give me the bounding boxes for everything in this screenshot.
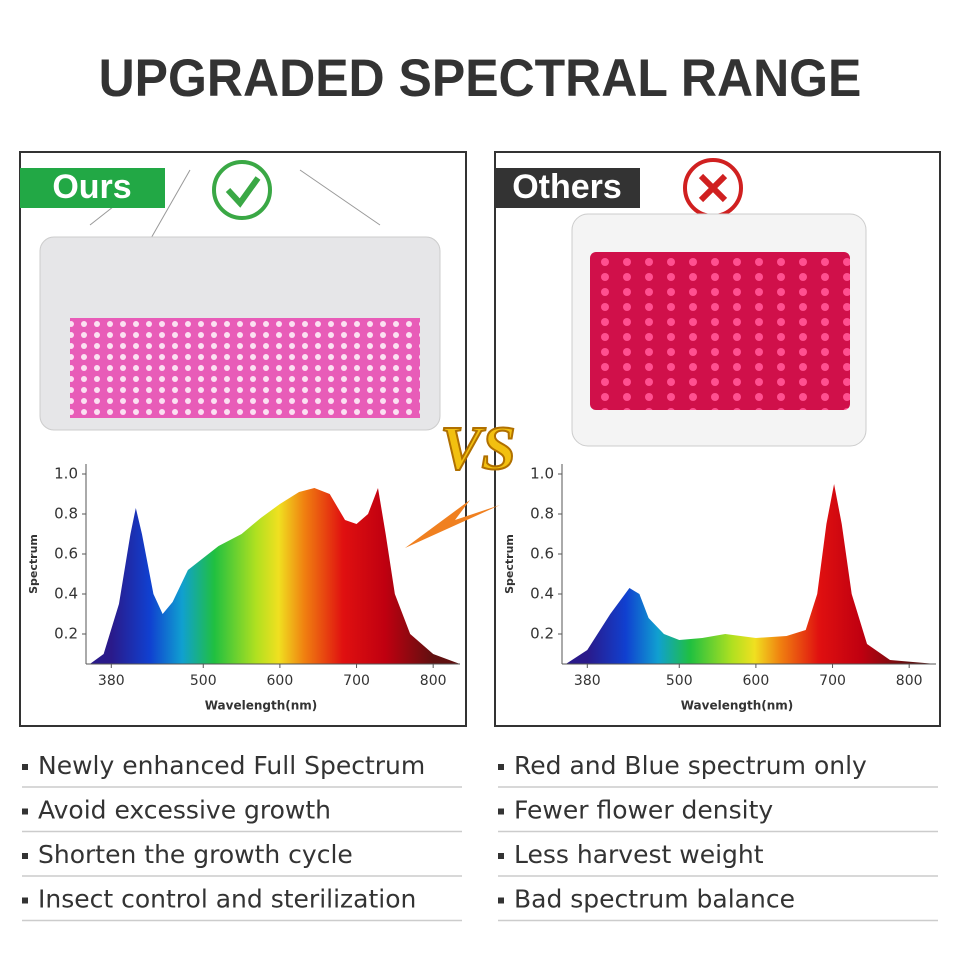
x-tick-label: 500 <box>190 673 217 689</box>
bullet-text: Insect control and sterilization <box>38 885 416 914</box>
panel-label: Ours <box>52 168 131 206</box>
bullet-text: Bad spectrum balance <box>514 885 795 914</box>
spectrum-area <box>89 488 460 664</box>
y-tick-label: 0.4 <box>530 585 554 603</box>
page-title: UPGRADED SPECTRAL RANGE <box>99 49 862 107</box>
bullet-dot <box>498 764 504 770</box>
check-icon <box>212 160 272 220</box>
x-tick-label: 380 <box>98 673 125 689</box>
y-tick-label: 0.8 <box>54 505 78 523</box>
bullet-dot <box>22 853 28 859</box>
label-bg <box>20 168 165 208</box>
y-axis-label: Spectrum <box>27 534 40 594</box>
cross-mark <box>698 173 728 203</box>
check-mark <box>225 176 261 208</box>
panel-frame <box>494 151 941 727</box>
x-tick-label: 700 <box>819 673 846 689</box>
y-tick-label: 1.0 <box>54 465 78 483</box>
panel-label: Others <box>512 168 622 206</box>
lamp-leds <box>590 252 850 410</box>
bullet-dot <box>498 897 504 904</box>
vs-flame <box>405 500 500 548</box>
bullet-dot <box>22 897 28 904</box>
vs-logo: VS <box>440 415 516 483</box>
x-axis-label: Wavelength(nm) <box>205 699 318 713</box>
wire <box>149 169 191 241</box>
x-tick-label: 600 <box>267 673 294 689</box>
y-tick-label: 0.6 <box>54 545 78 563</box>
bullet-dot <box>22 764 28 770</box>
y-tick-label: 0.6 <box>530 545 554 563</box>
x-tick-label: 800 <box>896 673 923 689</box>
wire <box>299 169 381 226</box>
bullet-text: Avoid excessive growth <box>38 796 331 825</box>
x-axis-label: Wavelength(nm) <box>681 699 794 713</box>
y-axis-label: Spectrum <box>503 534 516 594</box>
spectrum-area <box>565 484 936 664</box>
y-tick-label: 0.2 <box>54 625 78 643</box>
x-tick-label: 800 <box>420 673 447 689</box>
bullet-dot <box>498 853 504 859</box>
y-tick-label: 0.8 <box>530 505 554 523</box>
lamp-leds <box>70 318 420 418</box>
panel-frame <box>19 151 467 727</box>
x-tick-label: 500 <box>666 673 693 689</box>
y-tick-label: 0.2 <box>530 625 554 643</box>
x-tick-label: 600 <box>743 673 770 689</box>
bullet-dot <box>22 808 28 815</box>
bullet-text: Newly enhanced Full Spectrum <box>38 751 425 780</box>
bullet-text: Red and Blue spectrum only <box>514 751 867 780</box>
x-tick-label: 380 <box>574 673 601 689</box>
bullet-text: Less harvest weight <box>514 840 764 869</box>
label-bg <box>495 168 640 208</box>
y-tick-label: 1.0 <box>530 465 554 483</box>
x-tick-label: 700 <box>343 673 370 689</box>
bullet-dot <box>498 808 504 815</box>
bullet-text: Fewer flower density <box>514 796 773 825</box>
y-tick-label: 0.4 <box>54 585 78 603</box>
bullet-text: Shorten the growth cycle <box>38 840 353 869</box>
